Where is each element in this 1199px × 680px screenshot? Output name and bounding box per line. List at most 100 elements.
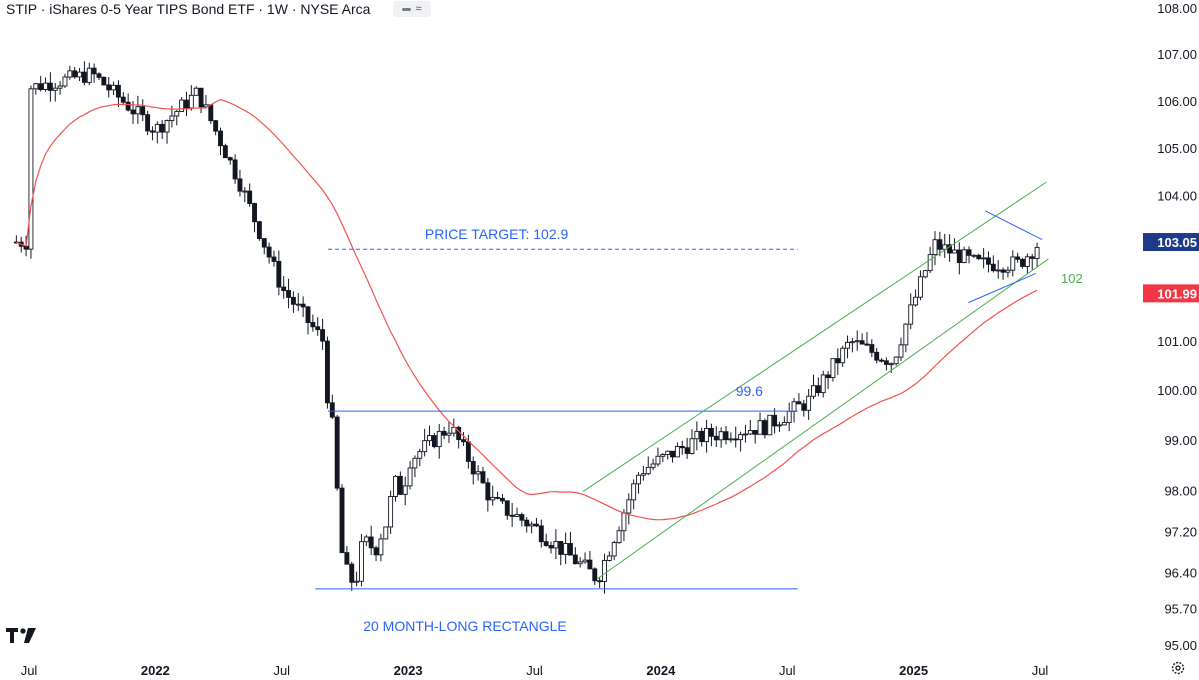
last-price-tag: 103.05 [1143, 233, 1199, 252]
candle-down [772, 414, 778, 427]
candle-up [383, 526, 389, 540]
candle-down [368, 536, 374, 549]
candle-up [563, 543, 569, 555]
candle-up [942, 244, 948, 250]
candle-up [86, 67, 92, 83]
candle-down [568, 543, 573, 556]
rectangle-label: 20 MONTH-LONG RECTANGLE [363, 618, 567, 634]
candle-up [52, 87, 58, 91]
candle-up [655, 455, 661, 465]
y-tick-label: 95.70 [1164, 602, 1197, 617]
x-tick-label: Jul [273, 663, 290, 678]
candle-up [43, 82, 48, 90]
candle-up [704, 428, 710, 443]
candle-up [728, 438, 734, 441]
candle-down [349, 563, 355, 583]
y-tick-label: 96.40 [1164, 565, 1197, 580]
candle-down [198, 87, 204, 108]
candle-up [412, 457, 418, 469]
candle-up [820, 374, 826, 394]
candle-up [422, 440, 428, 453]
candle-down [115, 84, 121, 98]
candle-down [937, 239, 943, 250]
candle-down [150, 130, 155, 133]
candle-up [645, 466, 651, 475]
candle-up [718, 431, 724, 441]
candle-up [393, 475, 398, 497]
candle-down [334, 416, 340, 489]
triangle-lower-line [968, 272, 1036, 304]
y-tick-label: 105.00 [1157, 141, 1197, 156]
candle-down [125, 101, 131, 111]
candle-down [679, 445, 685, 449]
candle-up [636, 474, 641, 485]
candle-down [699, 430, 705, 443]
tradingview-logo-icon[interactable] [6, 626, 38, 644]
candle-up [917, 276, 923, 298]
candle-up [903, 323, 909, 346]
candle-down [874, 351, 880, 361]
candle-up [203, 104, 209, 108]
candle-up [28, 88, 34, 250]
candle-down [543, 541, 549, 546]
y-tick-label: 97.20 [1164, 524, 1197, 539]
candle-up [777, 424, 782, 427]
candle-up [62, 76, 68, 87]
candle-down [524, 519, 530, 527]
candle-down [373, 547, 379, 556]
candle-up [898, 344, 904, 358]
candle-down [835, 358, 841, 364]
candle-down [106, 84, 112, 91]
candle-up [650, 463, 656, 468]
ma-price-value: 101.99 [1157, 286, 1197, 301]
channel-upper-line [582, 181, 1047, 492]
indicator-badge[interactable]: ≈ [393, 1, 431, 17]
candle-up [913, 296, 919, 306]
candle-down [495, 496, 501, 499]
candle-up [174, 110, 180, 117]
candle-up [927, 254, 933, 272]
triangle-upper-line [985, 210, 1043, 241]
x-tick-label: 2024 [646, 663, 676, 678]
candle-down [465, 441, 471, 462]
candle-down [723, 431, 729, 441]
candle-down [1020, 258, 1025, 267]
candle-down [232, 159, 238, 180]
candle-up [1034, 246, 1040, 259]
candle-down [684, 447, 690, 454]
candle-up [164, 120, 170, 133]
settings-gear-icon[interactable] [1170, 660, 1186, 676]
candle-down [310, 322, 316, 328]
x-tick-label: 2025 [899, 663, 928, 678]
y-tick-label: 98.00 [1164, 484, 1197, 499]
candle-down [538, 525, 544, 543]
candle-up [378, 538, 384, 556]
candle-down [986, 257, 991, 265]
candle-up [490, 496, 496, 501]
candle-down [1015, 256, 1021, 260]
x-tick-label: 2022 [141, 663, 170, 678]
candle-up [626, 499, 632, 514]
x-tick-label: Jul [21, 663, 38, 678]
candle-down [81, 71, 87, 83]
candle-up [908, 304, 914, 325]
x-tick-label: 2023 [394, 663, 423, 678]
candle-up [922, 270, 928, 278]
candle-down [324, 340, 330, 404]
candle-down [261, 238, 267, 248]
candle-down [708, 428, 714, 437]
candle-up [660, 454, 666, 457]
y-tick-label: 106.00 [1157, 94, 1197, 109]
candle-down [762, 420, 768, 436]
last-price-tag-bg [1143, 233, 1199, 252]
candle-down [320, 329, 326, 342]
candle-up [811, 385, 816, 397]
candle-down [222, 145, 228, 159]
candle-up [407, 467, 413, 487]
y-tick-label: 101.00 [1157, 334, 1197, 349]
y-tick-label: 104.00 [1157, 188, 1197, 203]
candle-up [363, 536, 369, 543]
candle-down [509, 514, 515, 517]
candle-up [111, 84, 117, 91]
